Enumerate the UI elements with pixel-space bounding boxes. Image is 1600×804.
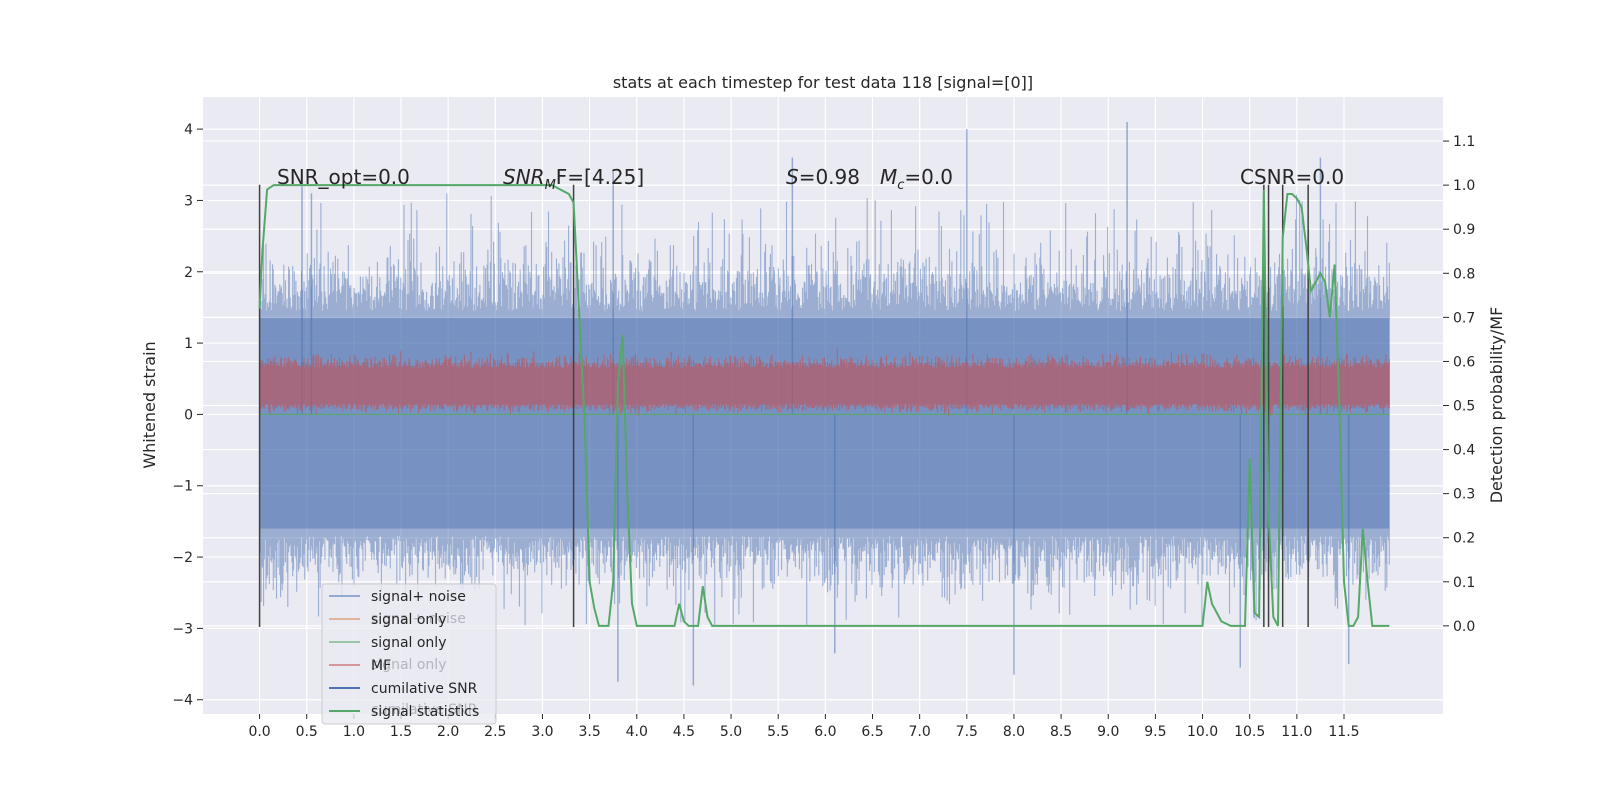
y-tick-label: 0	[184, 407, 193, 423]
series-signal-statistics	[258, 184, 1390, 627]
snr-mf-base: SNR	[503, 165, 545, 189]
mc-value: =0.0	[904, 165, 953, 189]
snr-opt-annotation: SNR_opt=0.0	[277, 165, 410, 189]
mc-label: M	[880, 165, 897, 189]
x-tick-label: 0.5	[296, 724, 318, 740]
x-axis-ticks: 0.0 0.5 1.0 1.5 2.0 2.5 3.0 3.5 4.0 4.5 5.0 5.5 6.0 6…	[248, 714, 1360, 740]
x-tick-label: 2.0	[437, 724, 459, 740]
y2-tick-label: 0.6	[1453, 354, 1475, 370]
y2-tick-label: 0.1	[1453, 575, 1475, 591]
x-tick-label: 3.5	[578, 724, 600, 740]
legend: signal+ noise signal only cumilative SNR…	[321, 583, 497, 725]
legend-label: signal statistics	[371, 704, 479, 720]
legend-ghost-2: signal only	[371, 657, 446, 673]
y2-tick-label: 0.5	[1453, 399, 1475, 415]
x-tick-label: 6.5	[861, 724, 883, 740]
x-tick-label: 8.0	[1003, 724, 1025, 740]
y-tick-label: 2	[184, 265, 193, 281]
y-axis-label: Whitened strain	[140, 341, 159, 468]
s-value: =0.98	[799, 165, 860, 189]
y2-tick-label: 0.0	[1453, 619, 1475, 635]
snr-mf-sub: M	[545, 178, 556, 193]
x-tick-label: 8.5	[1050, 724, 1072, 740]
y2-axis-ticks: 0.0 0.1 0.2 0.3 0.4 0.5 0.6 0.7 0.8 0.9 1.0 1.1	[1443, 134, 1475, 635]
mc-sub: c	[897, 178, 904, 193]
x-tick-label: 6.0	[814, 724, 836, 740]
y2-tick-label: 0.2	[1453, 531, 1475, 547]
x-tick-label: 9.0	[1097, 724, 1119, 740]
y2-tick-label: 0.3	[1453, 487, 1475, 503]
legend-label: signal only	[371, 612, 446, 628]
y-tick-label: 3	[184, 193, 193, 209]
y2-tick-label: 0.8	[1453, 266, 1475, 282]
y-tick-label: −4	[172, 693, 193, 709]
y2-tick-label: 0.4	[1453, 443, 1475, 459]
x-tick-label: 5.5	[767, 724, 789, 740]
noise-core	[259, 318, 1390, 529]
series-signal-noise	[259, 121, 1390, 686]
chart-title: stats at each timestep for test data 118…	[613, 73, 1033, 92]
x-tick-label: 2.5	[484, 724, 506, 740]
y-tick-label: −2	[172, 550, 193, 566]
x-tick-label: 7.5	[956, 724, 978, 740]
csnr-annotation: CSNR=0.0	[1240, 165, 1344, 189]
x-tick-label: 9.5	[1144, 724, 1166, 740]
y2-tick-label: 0.7	[1453, 310, 1475, 326]
y2-tick-label: 0.9	[1453, 222, 1475, 238]
y2-tick-label: 1.1	[1453, 134, 1475, 150]
x-tick-label: 11.0	[1281, 724, 1312, 740]
legend-label: signal only	[371, 635, 446, 651]
y2-axis-label: Detection probability/MF	[1487, 307, 1506, 504]
x-tick-label: 5.0	[720, 724, 742, 740]
x-tick-label: 11.5	[1328, 724, 1359, 740]
snr-mf-rest: F=[4.25]	[556, 165, 644, 189]
legend-label: cumilative SNR	[371, 681, 478, 697]
x-tick-label: 4.0	[626, 724, 648, 740]
s-label: S	[786, 165, 799, 189]
legend-ghost-1: signal+ noise	[371, 611, 466, 627]
x-tick-label: 0.0	[248, 724, 270, 740]
y-tick-label: 4	[184, 122, 193, 138]
x-tick-label: 1.0	[343, 724, 365, 740]
x-tick-label: 4.5	[673, 724, 695, 740]
y-axis-ticks: −4 −3 −2 −1 0 1 2 3 4	[172, 122, 203, 709]
x-tick-label: 1.5	[390, 724, 412, 740]
legend-label: MF	[371, 658, 391, 674]
legend-ghost-3: cumilative SNR	[371, 702, 478, 718]
snr-mf-annotation: SNRMF=[4.25]	[503, 165, 644, 193]
x-tick-label: 10.0	[1187, 724, 1218, 740]
legend-box	[321, 583, 497, 725]
x-tick-label: 3.0	[531, 724, 553, 740]
x-tick-label: 7.0	[909, 724, 931, 740]
x-tick-label: 10.5	[1234, 724, 1265, 740]
y-tick-label: −1	[172, 479, 193, 495]
mc-annotation: Mc=0.0	[880, 165, 953, 193]
s-annotation: S=0.98	[786, 165, 860, 189]
signal-statistics-line	[258, 184, 1390, 627]
legend-label: signal+ noise	[371, 589, 466, 605]
y-tick-label: 1	[184, 336, 193, 352]
y-tick-label: −3	[172, 621, 193, 637]
y2-tick-label: 1.0	[1453, 178, 1475, 194]
